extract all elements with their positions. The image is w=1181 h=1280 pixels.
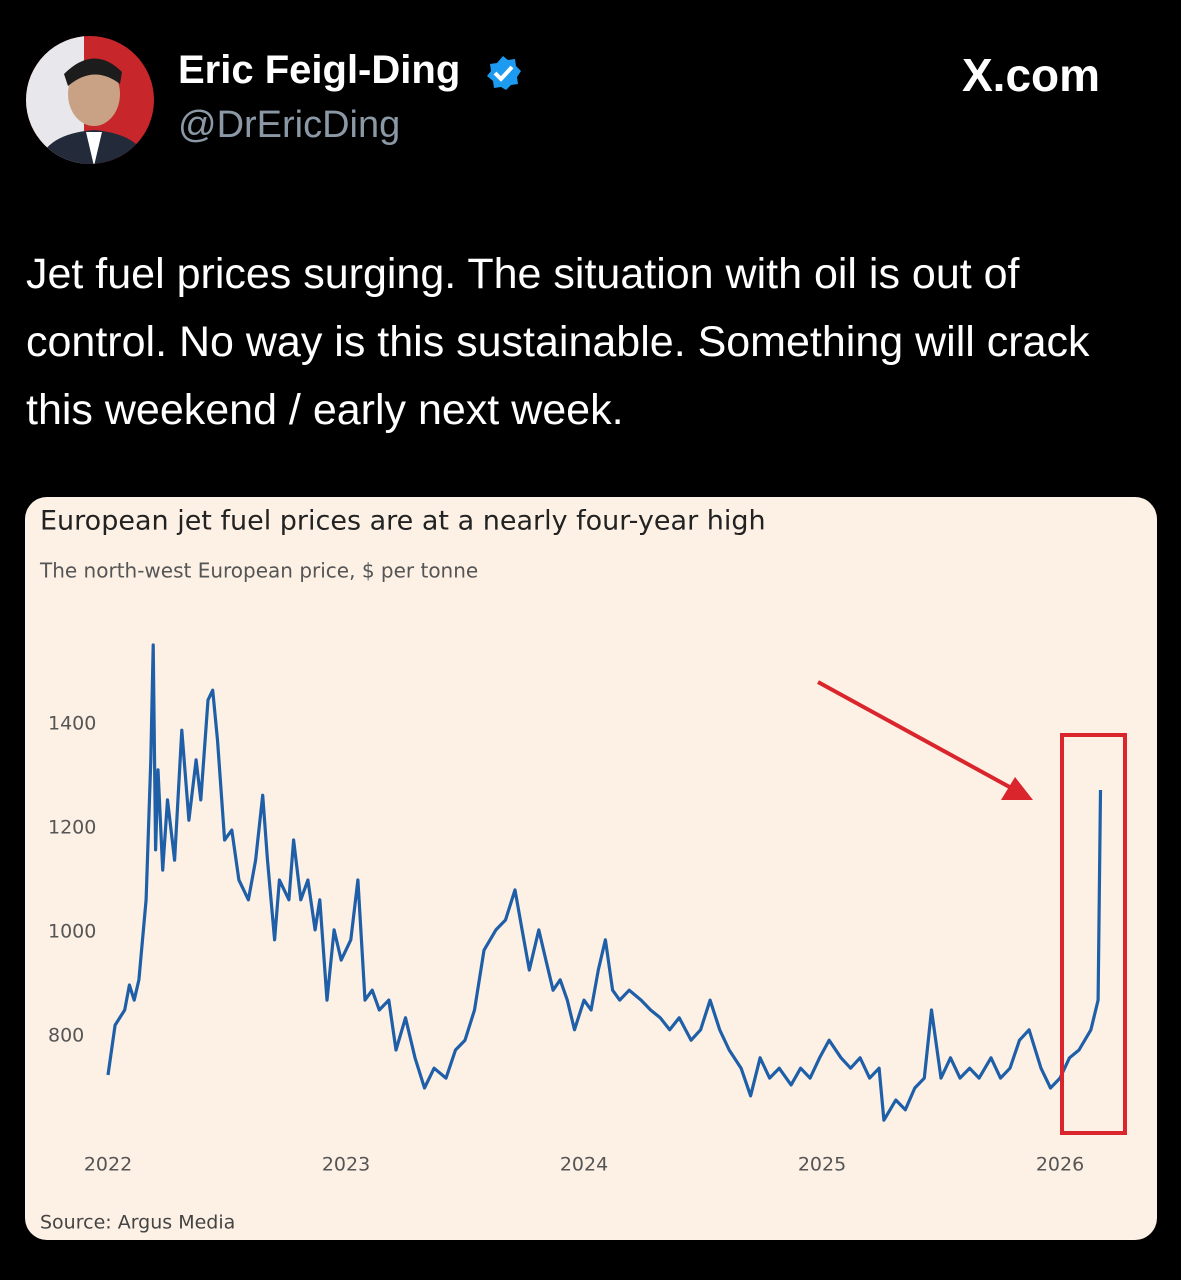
data-line	[106, 643, 1103, 1122]
highlight-box	[1060, 733, 1127, 1135]
verified-badge	[487, 56, 521, 90]
x-tick-label: 2023	[322, 1154, 370, 1176]
y-tick-label: 1200	[48, 817, 96, 839]
chart-background	[25, 497, 1157, 1240]
site-label: X.com	[962, 49, 1101, 101]
author-name[interactable]: Eric Feigl-Ding	[178, 48, 461, 92]
chart: European jet fuel prices are at a nearly…	[25, 497, 1157, 1240]
avatar[interactable]	[24, 34, 156, 166]
x-tick-label: 2026	[1036, 1154, 1084, 1176]
chart-source: Source: Argus Media	[40, 1212, 235, 1234]
y-tick-label: 1000	[48, 921, 96, 943]
chart-title: European jet fuel prices are at a nearly…	[40, 506, 766, 537]
x-tick-label: 2024	[560, 1154, 608, 1176]
chart-subtitle: The north-west European price, $ per ton…	[39, 559, 478, 583]
tweet-text: Jet fuel prices surging. The situation w…	[26, 250, 1090, 434]
arrow-shaft	[817, 680, 1016, 792]
author-handle[interactable]: @DrEricDing	[178, 104, 401, 146]
arrow-head	[1001, 777, 1033, 800]
annotation	[817, 680, 1127, 1135]
y-tick-label: 1400	[48, 713, 96, 735]
x-tick-label: 2025	[798, 1154, 846, 1176]
y-tick-label: 800	[48, 1025, 84, 1047]
x-tick-label: 2022	[84, 1154, 132, 1176]
